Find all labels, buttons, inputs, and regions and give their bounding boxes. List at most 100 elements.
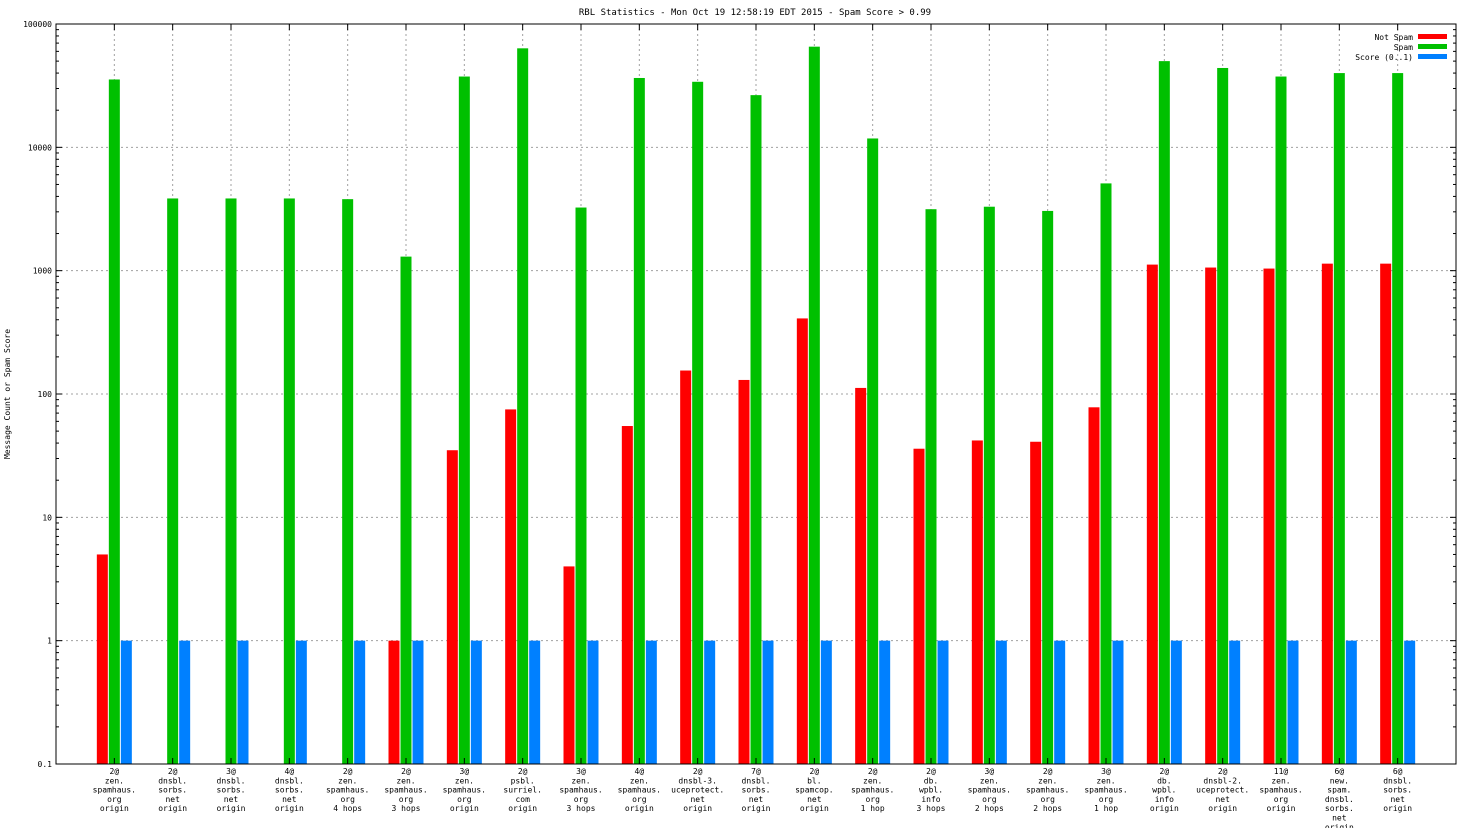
- bar-spam: [400, 256, 412, 764]
- x-tick-label-line: spamhaus.: [559, 786, 602, 795]
- bar-not-spam: [1205, 267, 1217, 764]
- plot-frame: [55, 23, 1457, 765]
- x-tick-label-line: org: [399, 795, 414, 804]
- x-tick-label-line: dnsbl.: [1383, 776, 1412, 785]
- bar-spam: [983, 206, 995, 764]
- bar-spam: [225, 198, 237, 764]
- bar-spam: [458, 76, 470, 765]
- y-tick-label: 10: [42, 513, 52, 522]
- x-tick-label-line: spamhaus.: [1084, 786, 1127, 795]
- x-tick-label-line: origin: [100, 804, 129, 813]
- x-tick-label: 2@ bl. spamcop. net origin: [795, 767, 834, 813]
- x-tick-label: 2@ zen. spamhaus. org 1 hop: [851, 767, 894, 813]
- x-tick-label-line: net: [690, 795, 705, 804]
- x-tick-label-line: 6@: [1335, 767, 1345, 776]
- x-tick-label-line: spamhaus.: [851, 786, 894, 795]
- bar-score-0-1: [120, 640, 132, 764]
- bar-not-spam: [971, 440, 983, 764]
- bar-spam: [167, 198, 179, 764]
- x-tick-label-line: db.: [924, 776, 938, 785]
- x-tick-label-line: dnsbl.: [158, 776, 187, 785]
- x-tick-label-line: 2@: [810, 767, 820, 776]
- x-tick-label-line: 3 hops: [392, 804, 421, 813]
- x-tick-label-line: 3@: [576, 767, 586, 776]
- y-axis-label: Message Count or Spam Score: [3, 329, 12, 459]
- x-tick-label: 3@ zen. spamhaus. org origin: [443, 767, 486, 813]
- x-tick-label-line: 2@: [1160, 767, 1170, 776]
- x-tick-label-line: dnsbl-3.: [678, 776, 717, 785]
- bar-not-spam: [796, 318, 808, 764]
- x-tick-label-line: 1 hop: [861, 804, 885, 813]
- bar-spam: [1158, 61, 1170, 765]
- bar-score-0-1: [179, 640, 191, 764]
- x-tick-label-line: surriel.: [503, 786, 542, 795]
- x-tick-label-line: sorbs.: [1325, 804, 1354, 813]
- x-tick-label: 2@ db. wpbl. info origin: [1150, 767, 1179, 813]
- x-tick-label-line: 3@: [985, 767, 995, 776]
- x-tick-label-line: spam.: [1327, 786, 1351, 795]
- x-tick-label-line: origin: [1325, 823, 1354, 828]
- bar-spam: [633, 77, 645, 764]
- x-tick-label-line: 4 hops: [333, 804, 362, 813]
- x-tick-label-line: zen.: [455, 776, 474, 785]
- x-tick-label-line: 2@: [168, 767, 178, 776]
- legend-swatch: [1418, 34, 1447, 39]
- bar-spam: [108, 79, 120, 764]
- x-tick-label-line: spamhaus.: [618, 786, 661, 795]
- bar-score-0-1: [470, 640, 482, 764]
- x-tick-label: 6@ new. spam. dnsbl. sorbs. net origin: [1325, 767, 1354, 828]
- bar-not-spam: [913, 448, 925, 764]
- x-tick-label-line: 2@: [518, 767, 528, 776]
- bar-spam: [283, 198, 295, 764]
- bar-score-0-1: [1287, 640, 1299, 764]
- x-tick-label-line: zen.: [396, 776, 415, 785]
- x-tick-label-line: info: [921, 795, 940, 804]
- x-tick-label-line: spamhaus.: [968, 786, 1011, 795]
- x-tick-label-line: sorbs.: [217, 786, 246, 795]
- bar-spam: [1333, 73, 1345, 764]
- x-tick-label-line: 2@: [926, 767, 936, 776]
- x-tick-label-line: 2@: [1043, 767, 1053, 776]
- bar-score-0-1: [412, 640, 424, 764]
- x-tick-label-line: origin: [1267, 804, 1296, 813]
- x-tick-label-line: net: [1215, 795, 1230, 804]
- x-tick-label-line: uceprotect.: [671, 786, 724, 795]
- x-tick-label-line: db.: [1157, 776, 1171, 785]
- x-tick-label-line: 2@: [110, 767, 120, 776]
- x-tick-label-line: net: [807, 795, 822, 804]
- x-tick-label-line: net: [165, 795, 180, 804]
- x-tick-label-line: org: [107, 795, 122, 804]
- bar-score-0-1: [1170, 640, 1182, 764]
- x-tick-label-line: 6@: [1393, 767, 1403, 776]
- legend-swatch: [1418, 54, 1447, 59]
- legend-label: Score (0..1): [1355, 53, 1413, 62]
- x-tick-label-line: 2 hops: [1033, 804, 1062, 813]
- bar-score-0-1: [645, 640, 657, 764]
- x-tick-label-line: sorbs.: [158, 786, 187, 795]
- x-tick-label-line: dnsbl.: [217, 776, 246, 785]
- bars: [96, 46, 1416, 765]
- bar-spam: [750, 95, 762, 765]
- x-tick-label-line: sorbs.: [742, 786, 771, 795]
- x-tick-label-line: origin: [1150, 804, 1179, 813]
- x-tick-label-line: origin: [275, 804, 304, 813]
- x-tick-label-line: org: [632, 795, 647, 804]
- bar-spam: [575, 207, 587, 765]
- x-tick-label-line: origin: [450, 804, 479, 813]
- bar-not-spam: [1030, 441, 1042, 764]
- x-tick-label: 2@ zen. spamhaus. org 4 hops: [326, 767, 369, 813]
- x-tick-label-line: origin: [683, 804, 712, 813]
- x-tick-label-line: dnsbl.: [1325, 795, 1354, 804]
- x-tick-label-line: spamhaus.: [326, 786, 369, 795]
- x-tick-label: 2@ dnsbl-2. uceprotect. net origin: [1196, 767, 1249, 813]
- x-tick-label-line: spamhaus.: [1026, 786, 1069, 795]
- x-tick-label-line: zen.: [1038, 776, 1057, 785]
- x-tick-label: 3@ zen. spamhaus. org 1 hop: [1084, 767, 1127, 813]
- x-tick-label-line: 7@: [751, 767, 761, 776]
- x-tick-label-line: spamhaus.: [443, 786, 486, 795]
- x-tick-label: 4@ dnsbl. sorbs. net origin: [275, 767, 304, 813]
- x-tick-label-line: org: [457, 795, 472, 804]
- x-tick-label: 2@ zen. spamhaus. org 3 hops: [384, 767, 427, 813]
